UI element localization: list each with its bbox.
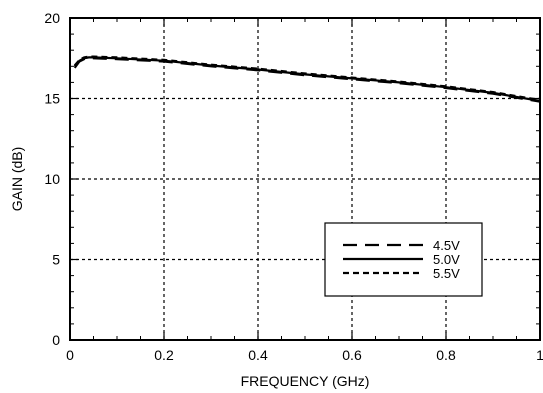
x-tick-label: 0.4 — [248, 347, 268, 363]
y-tick-label: 15 — [44, 91, 60, 107]
y-tick-label: 0 — [52, 332, 60, 348]
legend-label: 5.5V — [433, 266, 460, 281]
series-line-5-5v — [73, 55, 541, 102]
y-tick-label: 5 — [52, 252, 60, 268]
series-layer — [73, 55, 541, 103]
x-axis-title: FREQUENCY (GHz) — [241, 373, 370, 389]
y-tick-label: 20 — [44, 10, 60, 26]
y-axis-title: GAIN (dB) — [9, 147, 25, 212]
x-tick-labels: 0 0.2 0.4 0.6 0.8 1 — [66, 347, 543, 363]
series-line-4-5v — [73, 57, 541, 103]
legend: 4.5V5.0V5.5V — [324, 222, 483, 297]
x-tick-label: 0.6 — [342, 347, 362, 363]
x-tick-label: 0 — [66, 347, 74, 363]
axis-ticks — [69, 17, 541, 341]
series-line-5-0v — [73, 56, 541, 102]
y-tick-labels: 0 5 10 15 20 — [44, 10, 60, 348]
legend-label: 4.5V — [433, 238, 460, 253]
legend-label: 5.0V — [433, 252, 460, 267]
x-tick-label: 1 — [536, 347, 543, 363]
x-tick-label: 0.8 — [436, 347, 456, 363]
y-tick-label: 10 — [44, 171, 60, 187]
x-tick-label: 0.2 — [154, 347, 174, 363]
